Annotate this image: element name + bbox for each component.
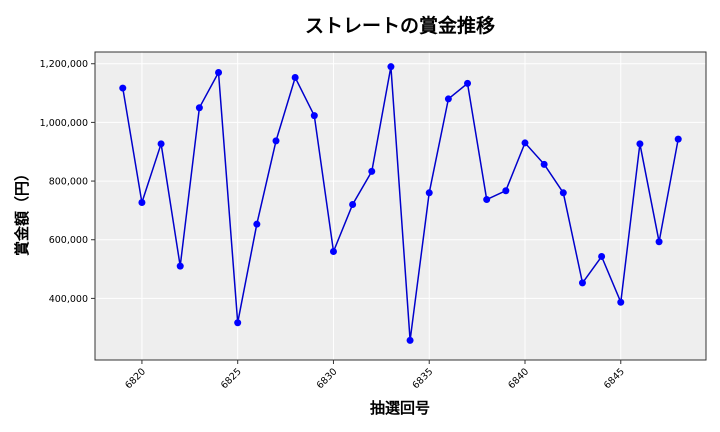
- series-line: [122, 66, 679, 341]
- data-point-marker: [444, 95, 452, 103]
- data-point-marker: [234, 319, 242, 327]
- data-point-marker: [483, 196, 491, 204]
- data-point-marker: [521, 139, 529, 147]
- data-point-marker: [578, 279, 586, 287]
- data-point-marker: [540, 160, 548, 168]
- data-point-marker: [559, 189, 567, 197]
- data-point-marker: [425, 189, 433, 197]
- y-tick-label: 1,200,000: [40, 59, 88, 70]
- data-point-marker: [310, 112, 318, 120]
- y-tick-label: 800,000: [49, 177, 88, 188]
- data-point-marker: [291, 74, 299, 82]
- x-axis-ticks: 6820 6825 6830 6835 6840 6845: [123, 360, 627, 391]
- data-point-marker: [138, 198, 146, 206]
- data-point-marker: [176, 262, 184, 270]
- y-tick-label: 1,000,000: [40, 118, 88, 129]
- data-point-marker: [329, 247, 337, 255]
- chart-title: ストレートの賞金推移: [305, 14, 495, 37]
- data-point-marker: [368, 167, 376, 175]
- x-tick-label: 6830: [315, 366, 340, 391]
- data-point-marker: [502, 187, 510, 195]
- x-tick-label: 6840: [506, 366, 531, 391]
- data-series: [119, 63, 682, 344]
- data-point-marker: [406, 336, 414, 344]
- x-axis-label: 抽選回号: [370, 399, 430, 417]
- data-point-marker: [272, 137, 280, 145]
- data-point-marker: [617, 298, 625, 306]
- data-point-marker: [195, 104, 203, 112]
- data-point-marker: [655, 238, 663, 246]
- y-tick-label: 600,000: [49, 235, 88, 246]
- data-point-marker: [119, 84, 127, 92]
- grid-lines: [95, 52, 706, 360]
- plot-frame: [94, 51, 707, 361]
- data-point-marker: [387, 63, 395, 71]
- data-point-marker: [598, 252, 606, 260]
- data-point-marker: [464, 79, 472, 87]
- x-tick-label: 6825: [219, 366, 244, 391]
- y-axis-label: 賞金額（円）: [13, 166, 31, 256]
- x-tick-label: 6845: [602, 366, 627, 391]
- data-point-marker: [674, 135, 682, 143]
- data-point-marker: [215, 69, 223, 77]
- data-point-marker: [253, 220, 261, 228]
- data-point-marker: [636, 140, 644, 148]
- y-tick-label: 400,000: [49, 294, 88, 305]
- y-axis-ticks: 400,000 600,000 800,000 1,000,000 1,200,000: [40, 59, 95, 305]
- data-point-marker: [157, 140, 165, 148]
- x-tick-label: 6835: [410, 366, 435, 391]
- data-point-marker: [349, 201, 357, 209]
- x-tick-label: 6820: [123, 366, 148, 391]
